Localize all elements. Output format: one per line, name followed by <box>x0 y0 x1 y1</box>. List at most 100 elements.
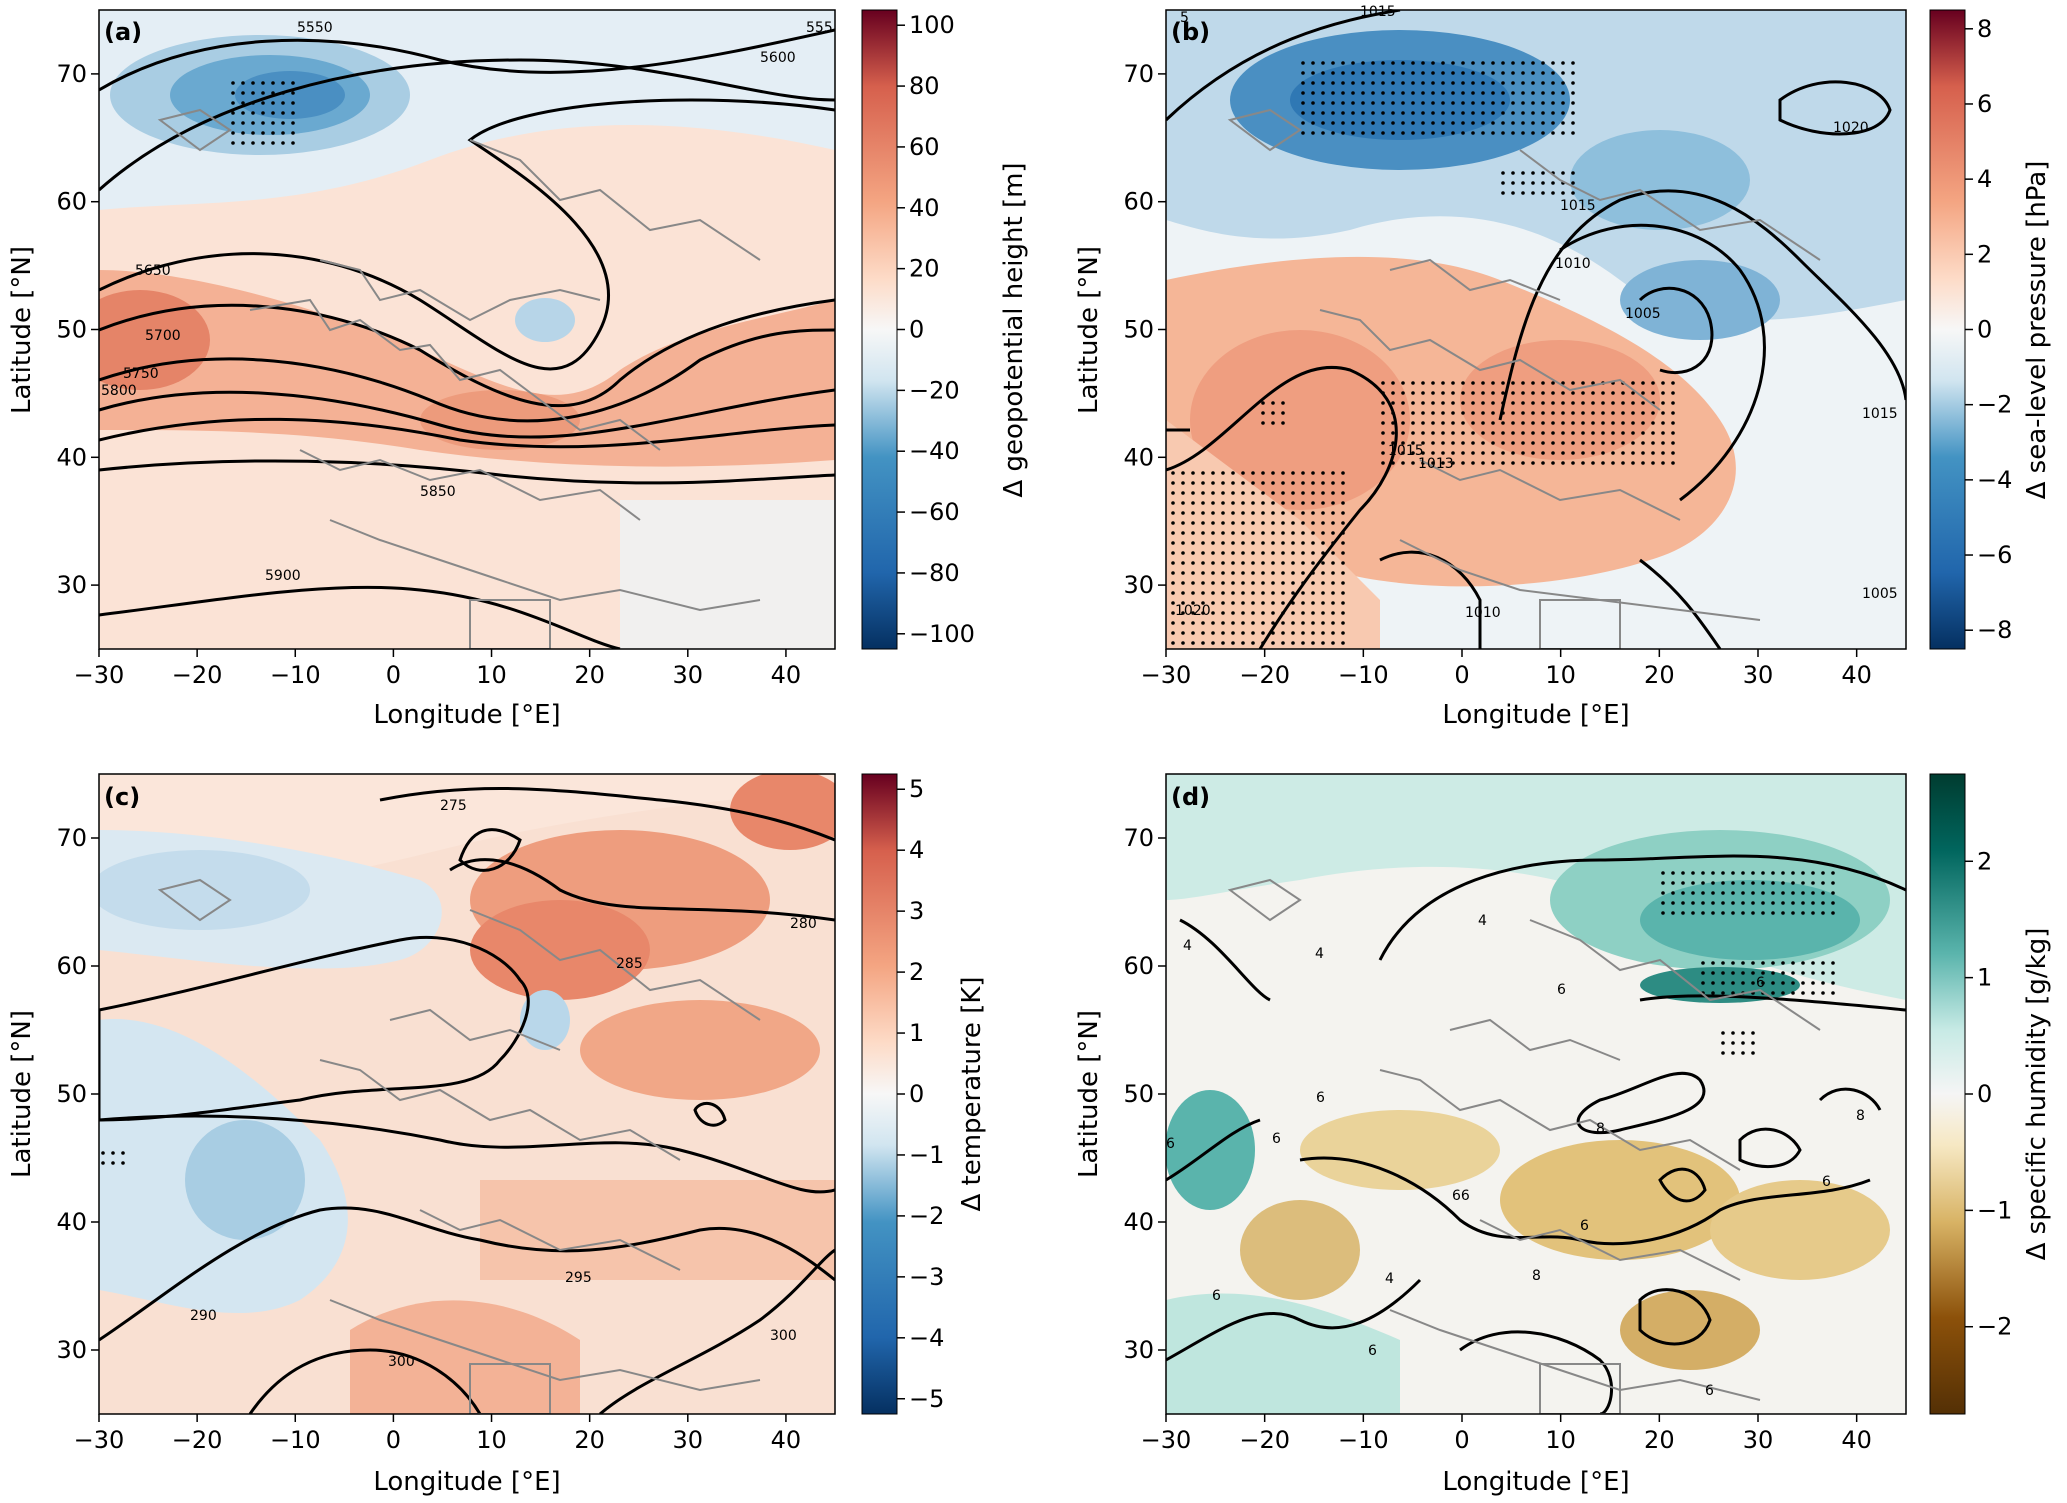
x-tick-label: 10 <box>1545 1426 1576 1454</box>
panel-d-xaxis: −30 −20 −10 0 10 20 30 40 <box>1141 1414 1872 1454</box>
contour-label: 5750 <box>123 366 159 382</box>
x-tick-label: −20 <box>1239 1426 1290 1454</box>
panel-b-field <box>1166 10 1906 649</box>
x-tick-label: 30 <box>1743 1426 1774 1454</box>
x-tick-label: 40 <box>771 661 802 689</box>
colorbar-tick-label: 3 <box>909 897 924 925</box>
y-tick-label: 30 <box>1123 571 1154 599</box>
y-tick-label: 30 <box>56 571 87 599</box>
colorbar-tick-label: −4 <box>1977 466 2012 494</box>
x-tick-label: −30 <box>74 661 125 689</box>
colorbar-tick-label: 8 <box>1977 15 1992 43</box>
contour-label: 5600 <box>760 50 796 66</box>
contour-label: 5550 <box>297 20 333 36</box>
y-tick-label: 40 <box>56 443 87 471</box>
panel-a-contour-labels: 5550 5600 5650 5700 5750 5800 5850 5900 … <box>101 20 833 584</box>
colorbar-tick-label: −4 <box>909 1324 944 1352</box>
contour-label: 4 <box>1183 938 1192 954</box>
contour-label: 290 <box>190 1308 217 1324</box>
y-tick-label: 40 <box>1123 443 1154 471</box>
x-tick-label: 0 <box>386 661 401 689</box>
y-tick-label: 60 <box>1123 952 1154 980</box>
panel-a-xaxis: −30 −20 −10 0 10 20 30 40 <box>74 649 802 689</box>
panel-b-xaxis: −30 −20 −10 0 10 20 30 40 <box>1141 649 1872 689</box>
contour-label: 6 <box>1557 982 1566 998</box>
contour-label: 1010 <box>1555 256 1591 272</box>
contour-label: 1015 <box>1560 198 1596 214</box>
contour-label: 8 <box>1532 1268 1541 1284</box>
x-tick-label: 0 <box>386 1426 401 1454</box>
colorbar-tick-label: −2 <box>909 1202 944 1230</box>
x-tick-label: 10 <box>1545 661 1576 689</box>
colorbar-label: Δ specific humidity [g/kg] <box>2022 928 2052 1261</box>
contour-label: 1010 <box>1465 605 1501 621</box>
contour-label: 300 <box>388 1354 415 1370</box>
x-tick-label: 20 <box>574 661 605 689</box>
x-tick-label: −10 <box>270 661 321 689</box>
colorbar-tick-label: −1 <box>909 1141 944 1169</box>
colorbar-tick-label: −8 <box>1977 616 2012 644</box>
x-tick-label: −10 <box>270 1426 321 1454</box>
contour-label: 1005 <box>1862 586 1898 602</box>
colorbar-tick-label: 0 <box>1977 1080 1992 1108</box>
contour-label: 1020 <box>1833 120 1869 136</box>
panel-a-label: (a) <box>104 18 142 46</box>
colorbar-label: Δ sea-level pressure [hPa] <box>2022 161 2052 500</box>
y-tick-label: 30 <box>1123 1336 1154 1364</box>
colorbar-tick-label: −60 <box>909 498 960 526</box>
colorbar-tick-label: 4 <box>1977 165 1992 193</box>
contour-label: 300 <box>770 1328 797 1344</box>
panel-d-colorbar: 2 1 0 −1 −2 Δ specific humidity [g/kg] <box>1929 773 2052 1415</box>
colorbar-gradient <box>861 9 898 650</box>
x-tick-label: 10 <box>476 661 507 689</box>
colorbar-tick-label: 20 <box>909 255 940 283</box>
panel-a-field <box>99 10 835 649</box>
colorbar-tick-label: 2 <box>909 958 924 986</box>
colorbar-tick-label: 0 <box>1977 316 1992 344</box>
y-tick-label: 60 <box>1123 188 1154 216</box>
colorbar-tick-label: −80 <box>909 559 960 587</box>
contour-label: 6 <box>1272 1131 1281 1147</box>
panel-d: (d) 4 4 4 6 6 6 6 6 8 8 66 6 6 8 4 6 6 6… <box>1074 773 2052 1497</box>
panel-b: (b) 1020 1015 1010 1005 1015 1013 1015 1… <box>1074 4 2052 730</box>
panel-a-colorbar: 100 80 60 40 20 0 −20 −40 −60 −80 −100 Δ geopotent… <box>861 9 1029 650</box>
panel-b-label: (b) <box>1171 18 1210 46</box>
colorbar-tick-label: 0 <box>909 316 924 344</box>
y-tick-label: 40 <box>56 1208 87 1236</box>
y-tick-label: 50 <box>1123 1080 1154 1108</box>
colorbar-tick-label: 80 <box>909 72 940 100</box>
contour-label: 5800 <box>101 383 137 399</box>
panel-b-contour-labels: 1020 1015 1010 1005 1015 1013 1015 1020 … <box>1175 4 1898 621</box>
y-tick-label: 70 <box>1123 824 1154 852</box>
contour-label: 275 <box>440 798 467 814</box>
colorbar-tick-label: 100 <box>909 11 955 39</box>
x-tick-label: −30 <box>1141 1426 1192 1454</box>
panel-a-ylabel: Latitude [°N] <box>7 246 37 414</box>
colorbar-ticks: 8 6 4 2 0 −2 −4 −6 −8 <box>1965 15 2012 644</box>
colorbar-tick-label: −1 <box>1977 1196 2012 1224</box>
colorbar-label: Δ geopotential height [m] <box>999 162 1029 497</box>
contour-label: 555 <box>806 20 833 36</box>
contour-label: 66 <box>1452 1188 1470 1204</box>
x-tick-label: 0 <box>1454 661 1469 689</box>
colorbar-tick-label: 40 <box>909 194 940 222</box>
panel-c-xaxis: −30 −20 −10 0 10 20 30 40 <box>74 1414 802 1454</box>
y-tick-label: 50 <box>56 316 87 344</box>
panel-d-xlabel: Longitude [°E] <box>1442 1467 1629 1497</box>
y-tick-label: 30 <box>56 1336 87 1364</box>
panel-c-xlabel: Longitude [°E] <box>373 1467 560 1497</box>
contour-label: 5850 <box>420 484 456 500</box>
colorbar-tick-label: −2 <box>1977 391 2012 419</box>
contour-label: 4 <box>1478 913 1487 929</box>
contour-label: 295 <box>565 1270 592 1286</box>
x-tick-label: −20 <box>1239 661 1290 689</box>
x-tick-label: 40 <box>771 1426 802 1454</box>
x-tick-label: 40 <box>1841 661 1872 689</box>
panel-d-ylabel: Latitude [°N] <box>1074 1010 1104 1178</box>
panel-c: (c) 275 280 285 290 295 300 300 −30 −20 −1… <box>7 773 987 1497</box>
colorbar-gradient <box>861 773 898 1415</box>
y-tick-label: 60 <box>56 188 87 216</box>
x-tick-label: 0 <box>1454 1426 1469 1454</box>
colorbar-tick-label: 1 <box>1977 964 1992 992</box>
